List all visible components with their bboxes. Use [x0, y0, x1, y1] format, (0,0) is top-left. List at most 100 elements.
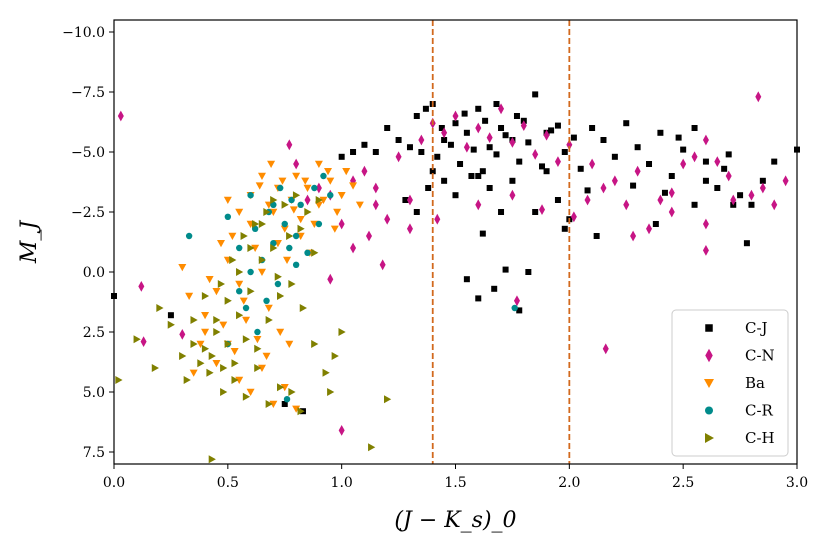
data-point	[196, 340, 205, 348]
data-point	[230, 348, 239, 356]
data-point	[223, 196, 232, 204]
data-point	[486, 144, 493, 151]
data-point	[479, 168, 486, 175]
data-point	[315, 196, 323, 204]
data-point	[468, 173, 475, 179]
data-point	[212, 288, 221, 296]
data-point	[138, 281, 145, 292]
data-point	[548, 127, 555, 134]
data-point	[675, 134, 682, 141]
data-point	[178, 264, 187, 272]
data-point	[509, 177, 516, 184]
data-point	[520, 120, 527, 131]
data-point	[179, 352, 187, 360]
data-point	[133, 335, 141, 344]
data-point	[338, 218, 345, 230]
data-point	[441, 127, 448, 139]
data-point	[220, 388, 228, 396]
data-point	[213, 316, 221, 324]
data-point	[602, 343, 609, 355]
data-point	[384, 395, 392, 404]
data-point	[179, 329, 186, 340]
data-point	[589, 158, 596, 170]
data-point	[283, 256, 292, 264]
data-point	[280, 384, 289, 392]
data-point	[297, 224, 305, 233]
data-point	[293, 158, 300, 170]
x-axis-ticks: 0.0 0.5 1.0 1.5 2.0 2.5 3.0	[103, 464, 808, 491]
series-c-j	[111, 91, 800, 415]
data-point	[748, 189, 755, 201]
data-point	[554, 122, 561, 129]
data-point	[554, 197, 561, 203]
data-point	[167, 312, 174, 319]
series-c-r	[185, 172, 518, 403]
data-point	[201, 312, 210, 320]
data-point	[296, 216, 305, 224]
y-tick-label: 5.0	[83, 385, 105, 401]
data-point	[702, 245, 709, 256]
data-point	[276, 184, 284, 192]
data-point	[457, 161, 464, 167]
data-point	[782, 175, 789, 187]
data-point	[264, 304, 273, 312]
data-point	[251, 225, 259, 232]
data-point	[140, 336, 147, 347]
data-point	[395, 151, 402, 163]
data-point	[115, 376, 123, 384]
data-point	[593, 233, 600, 239]
data-point	[265, 316, 273, 324]
data-point	[327, 388, 335, 396]
data-point	[258, 220, 266, 228]
data-point	[208, 352, 216, 360]
data-point	[185, 292, 194, 300]
data-point	[240, 232, 248, 240]
y-tick-label: 7.5	[83, 445, 105, 461]
x-tick-label: 0.5	[217, 475, 239, 491]
data-point	[274, 272, 282, 281]
data-point	[372, 149, 379, 155]
data-point	[247, 268, 254, 276]
data-point	[337, 192, 346, 200]
data-point	[151, 364, 159, 372]
data-point	[270, 244, 278, 252]
data-point	[299, 304, 307, 312]
data-point	[292, 172, 301, 180]
data-point	[452, 110, 459, 122]
data-point	[301, 177, 310, 185]
x-tick-label: 3.0	[786, 475, 808, 491]
data-point	[402, 197, 409, 203]
data-point	[589, 125, 596, 131]
data-point	[372, 199, 379, 211]
data-point	[315, 182, 322, 194]
data-point	[630, 182, 637, 189]
data-point	[714, 156, 721, 167]
y-tick-label: −5.0	[71, 145, 105, 161]
data-point	[286, 244, 293, 252]
data-point	[254, 344, 262, 353]
data-point	[267, 160, 276, 168]
legend-label: C-R	[745, 402, 774, 420]
data-point	[680, 158, 687, 170]
data-point	[276, 383, 285, 392]
data-point	[286, 139, 293, 151]
data-point	[220, 364, 228, 372]
data-point	[561, 149, 568, 155]
data-point	[350, 149, 357, 155]
data-point	[319, 196, 328, 204]
y-tick-label: −7.5	[71, 85, 105, 101]
data-point	[429, 168, 436, 175]
data-point	[304, 208, 312, 216]
data-point	[286, 232, 294, 240]
data-point	[372, 182, 379, 194]
data-point	[502, 132, 509, 139]
data-points	[111, 91, 800, 464]
data-point	[205, 276, 214, 284]
data-point	[156, 304, 164, 312]
data-point	[539, 204, 546, 215]
data-point	[668, 206, 675, 218]
data-point	[532, 91, 539, 98]
data-point	[725, 151, 732, 158]
data-point	[208, 455, 216, 464]
data-point	[247, 192, 254, 199]
